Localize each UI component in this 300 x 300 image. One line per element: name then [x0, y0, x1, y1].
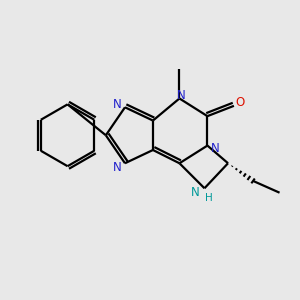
Text: N: N — [113, 98, 122, 111]
Text: N: N — [113, 161, 122, 174]
Text: N: N — [191, 186, 200, 199]
Text: N: N — [176, 89, 185, 102]
Text: N: N — [210, 142, 219, 155]
Text: O: O — [235, 96, 244, 110]
Text: H: H — [205, 193, 213, 203]
